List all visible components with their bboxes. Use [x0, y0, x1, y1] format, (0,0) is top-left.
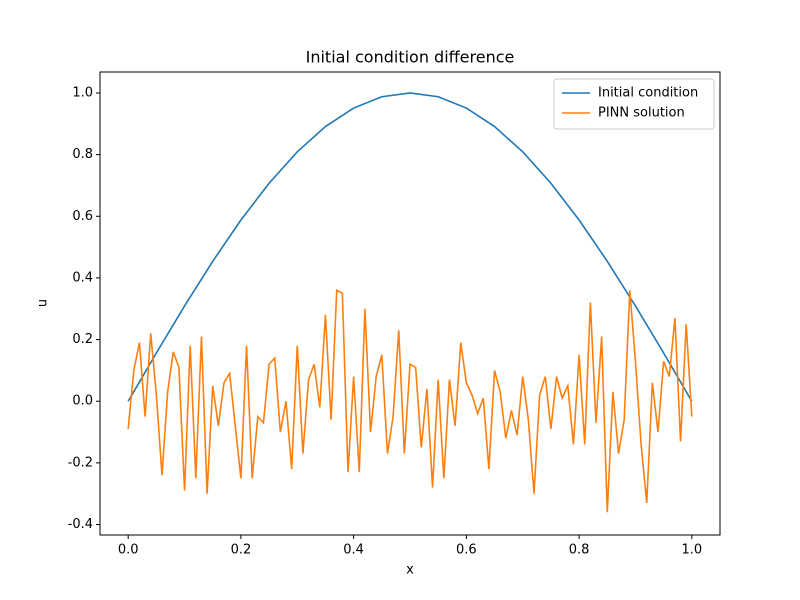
data-line — [127, 92, 693, 402]
legend-label: PINN solution — [598, 106, 685, 121]
plot-frame — [99, 71, 721, 536]
data-line — [127, 288, 693, 513]
x-tick-label: 0.0 — [118, 543, 139, 558]
x-tick-label: 0.4 — [343, 543, 364, 558]
x-axis-label: x — [406, 563, 414, 578]
y-tick-label: -0.4 — [68, 517, 93, 532]
y-tick-label: 0.6 — [72, 209, 93, 224]
x-tick-label: 1.0 — [681, 543, 702, 558]
y-tick-label: 0.0 — [72, 394, 93, 409]
legend-label: Initial condition — [598, 86, 698, 101]
x-tick-label: 0.6 — [456, 543, 477, 558]
y-tick-label: 0.4 — [72, 270, 93, 285]
x-tick-label: 0.2 — [231, 543, 252, 558]
y-tick-label: 0.8 — [72, 147, 93, 162]
legend-box — [553, 78, 715, 130]
x-tick-label: 0.8 — [569, 543, 590, 558]
chart-title: Initial condition difference — [306, 48, 515, 67]
y-axis-label: u — [36, 299, 51, 307]
y-tick-label: -0.2 — [68, 455, 93, 470]
y-tick-label: 0.2 — [72, 332, 93, 347]
y-tick-label: 1.0 — [72, 85, 93, 100]
